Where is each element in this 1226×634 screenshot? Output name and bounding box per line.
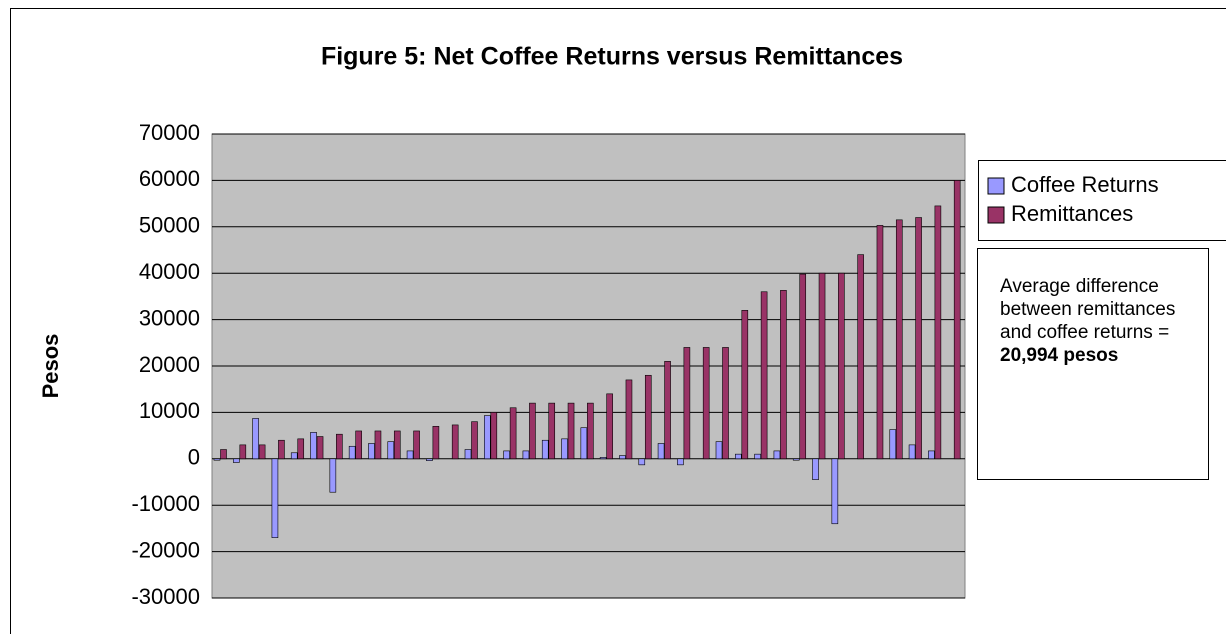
bar [760,291,768,460]
bar [818,272,826,460]
bar [619,455,626,460]
bar [297,438,305,460]
bar [722,347,729,460]
bar [657,443,665,460]
bar [644,374,652,460]
bar [606,393,613,460]
bar [715,441,723,460]
bar [336,433,343,460]
bar [258,444,266,460]
bar [355,430,362,460]
bar [529,402,536,460]
bar [580,427,588,460]
annotation-bold: 20,994 pesos [1000,345,1119,366]
bar [471,421,478,460]
bar [702,347,710,460]
bar [432,426,440,460]
y-tick-label: 20000 [139,352,200,377]
bar [876,225,884,460]
y-tick-label: -30000 [131,584,200,609]
bar [233,458,240,463]
bar [812,458,819,480]
bar [490,412,498,460]
legend-label: Coffee Returns [1011,172,1159,197]
bar [387,441,395,460]
bar [625,379,633,460]
bar [484,415,491,460]
legend-swatch [987,177,1005,195]
bar [792,458,800,461]
bar [561,438,568,460]
bar [677,458,684,466]
bar [278,439,285,460]
legend-label: Remittances [1011,201,1133,226]
bar [348,445,356,460]
bar [664,361,671,460]
legend-box [978,160,1226,241]
bar [316,436,324,460]
bar [838,272,845,460]
bar [406,450,414,460]
y-tick-label: 10000 [139,398,200,423]
y-tick-label: 0 [188,445,200,470]
chart-title: Figure 5: Net Coffee Returns versus Remi… [321,43,903,71]
y-tick-label: 50000 [139,213,200,238]
bar [638,458,646,466]
bar [915,217,922,460]
bar [239,444,247,460]
bar [908,444,916,460]
bar [735,453,742,460]
y-axis-label: Pesos [38,334,63,399]
bar [509,407,517,460]
bar [857,254,864,460]
annotation-text: Average difference between remittances a… [1000,276,1176,343]
bar [599,457,607,460]
y-tick-label: 60000 [139,166,200,191]
bar [548,402,556,460]
bar [374,430,382,460]
bar [889,429,897,460]
legend-swatch [987,206,1005,224]
bar [567,402,575,460]
bar [464,449,472,460]
bar [413,430,420,460]
bar [831,458,839,525]
bar [754,453,761,460]
bar [503,450,510,460]
bar [220,449,227,460]
y-tick-label: 40000 [139,259,200,284]
bar [587,402,594,460]
bar [934,205,942,460]
bar [213,458,221,461]
bar [683,347,691,460]
bar [522,450,530,460]
y-tick-label: 30000 [139,305,200,330]
bar [290,452,298,460]
bar [953,180,961,460]
bar [451,424,459,460]
bar [329,458,337,493]
bar [799,273,807,460]
bar [310,432,317,460]
bar [252,418,259,460]
bar [773,450,781,460]
annotation-box: Average difference between remittances a… [977,248,1209,480]
bar [271,458,279,538]
bar [895,219,903,460]
y-tick-label: 70000 [139,120,200,145]
bar [928,450,935,460]
y-tick-label: -10000 [131,491,200,516]
bar [541,439,549,460]
bar [426,458,433,461]
y-tick-label: -20000 [131,537,200,562]
bar [780,290,787,460]
bar [741,310,749,460]
bar [393,430,401,460]
bar [368,443,375,460]
